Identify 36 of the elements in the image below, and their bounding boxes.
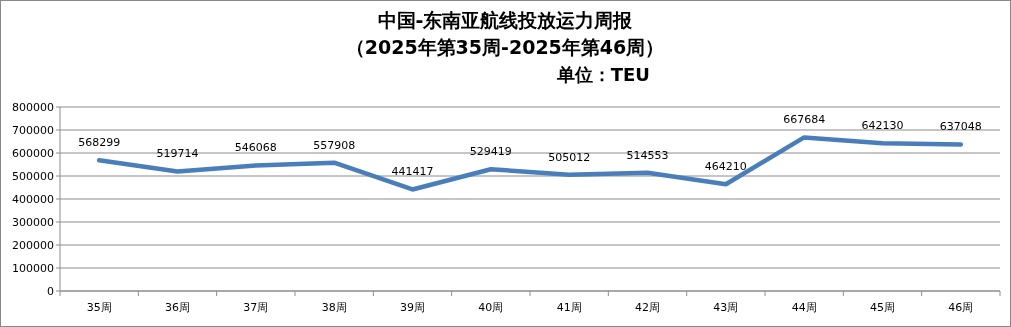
x-tick-label: 40周 — [478, 301, 504, 314]
y-tick-label: 100000 — [12, 262, 54, 275]
y-tick-label: 600000 — [12, 147, 54, 160]
data-label: 464210 — [704, 160, 747, 174]
data-label: 642130 — [861, 119, 904, 133]
x-tick-label: 36周 — [165, 301, 190, 314]
x-tick-label: 37周 — [243, 301, 269, 314]
x-tick-label: 44周 — [791, 301, 817, 314]
x-tick-label: 35周 — [86, 301, 112, 314]
data-label: 505012 — [548, 150, 591, 164]
text: 单位：TEU — [555, 64, 650, 85]
data-label: 519714 — [156, 147, 199, 161]
y-tick-label: 500000 — [12, 170, 54, 183]
data-label: 667684 — [783, 113, 826, 127]
y-tick-label: 800000 — [12, 101, 54, 114]
y-tick-label: 0 — [47, 285, 54, 298]
y-tick-label: 200000 — [12, 239, 54, 252]
data-label: 557908 — [313, 138, 356, 152]
chart-title: 中国-东南亚航线投放运力周报 — [377, 9, 634, 31]
y-tick-label: 400000 — [12, 193, 54, 206]
y-tick-label: 700000 — [12, 124, 54, 137]
chart-subtitle: （2025年第35周-2025年第46周） — [345, 36, 665, 58]
data-label: 529419 — [469, 145, 512, 159]
data-label: 546068 — [234, 141, 277, 155]
x-tick-label: 46周 — [948, 301, 974, 314]
data-label: 514553 — [626, 148, 669, 162]
x-tick-label: 43周 — [713, 301, 739, 314]
x-tick-label: 38周 — [321, 301, 347, 314]
x-tick-label: 39周 — [400, 301, 425, 314]
data-label: 568299 — [78, 136, 121, 150]
data-label: 441417 — [391, 165, 434, 179]
x-tick-label: 42周 — [635, 301, 660, 314]
x-tick-label: 41周 — [556, 301, 582, 314]
x-tick-label: 45周 — [870, 301, 895, 314]
y-tick-label: 300000 — [12, 216, 54, 229]
data-label: 637048 — [939, 120, 982, 134]
